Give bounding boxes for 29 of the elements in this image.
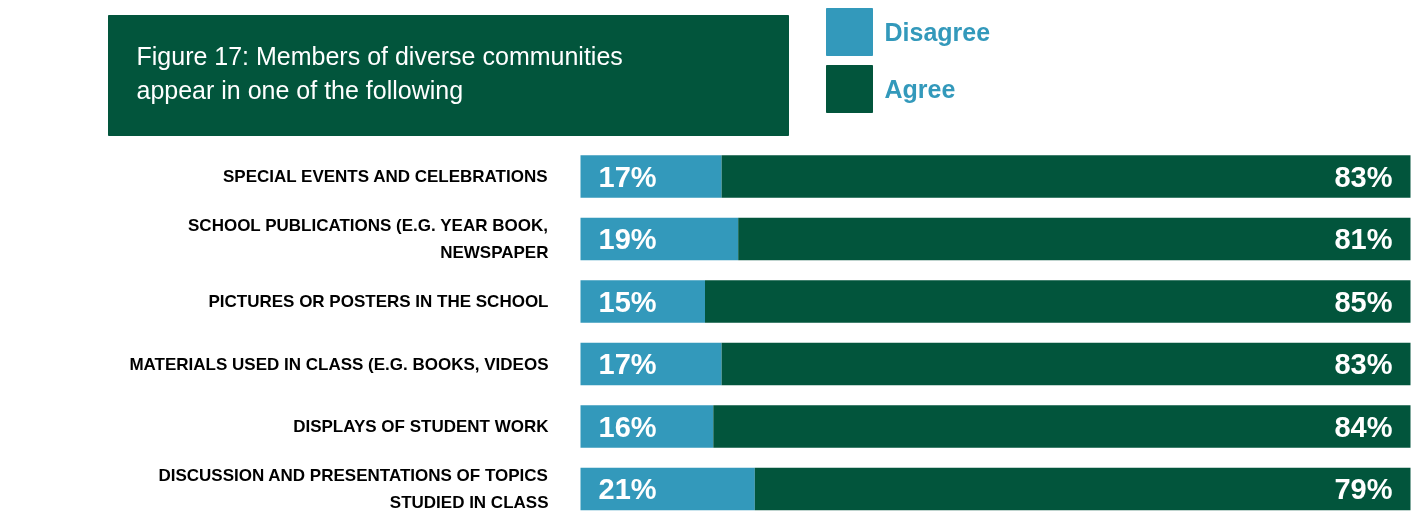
y-tick-label: PICTURES OR POSTERS IN THE SCHOOL — [208, 292, 549, 311]
data-label: 81% — [1334, 223, 1393, 255]
data-label: 17% — [598, 160, 657, 193]
y-tick-label: DISPLAYS OF STUDENT WORK — [293, 417, 550, 436]
data-label: 19% — [598, 223, 657, 255]
data-label: 21% — [598, 473, 657, 505]
bar — [580, 155, 722, 198]
data-label: 83% — [1334, 160, 1393, 193]
data-label: 85% — [1334, 285, 1393, 318]
bar — [705, 280, 1411, 323]
text: Figure 17: Members of diverse communities appear in one of the following — [136, 41, 623, 104]
bar — [721, 342, 1411, 386]
y-tick-label: MATERIALS USED IN CLASS (E.G. BOOKS, VIDEOS — [129, 354, 549, 374]
bar — [721, 155, 1411, 198]
data-label: 84% — [1334, 410, 1393, 443]
data-label: 15% — [598, 285, 657, 318]
data-label: 16% — [598, 410, 657, 443]
y-tick-label: SPECIAL EVENTS AND CELEBRATIONS — [222, 167, 548, 186]
data-label: 79% — [1334, 473, 1393, 505]
legend-label: Agree — [884, 74, 956, 103]
bar — [580, 467, 755, 511]
data-label: 17% — [598, 348, 657, 380]
bar — [754, 467, 1411, 511]
legend-label: Disagree — [884, 17, 991, 46]
bar — [713, 405, 1411, 448]
y-tick-label: DISCUSSION AND PRESENTATIONS OF TOPICS STUDIED IN CLASS — [158, 466, 549, 512]
y-tick-label: SCHOOL PUBLICATIONS (E.G. YEAR BOOK, NEWSPAPER — [188, 216, 549, 262]
data-label: 83% — [1334, 348, 1393, 380]
bar — [738, 217, 1411, 261]
